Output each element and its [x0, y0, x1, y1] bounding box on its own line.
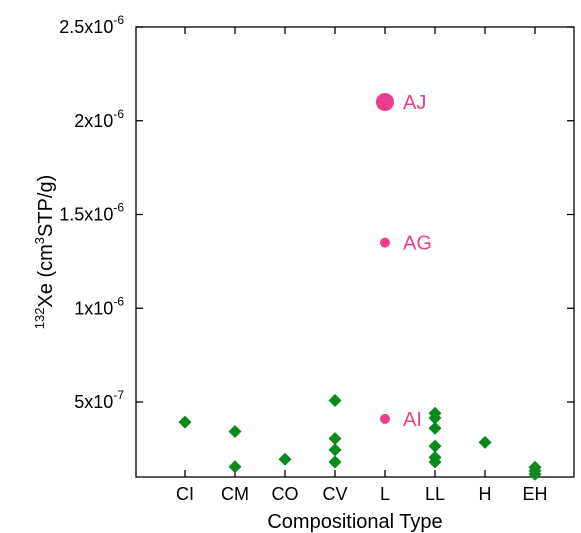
circle-point-ag — [380, 237, 390, 248]
diamond-point-cv-4 — [328, 394, 342, 407]
y-axis-title-part2: STP/g) — [35, 175, 57, 237]
diamond-point-cm-2 — [228, 460, 242, 474]
y-tick-label-1: 1x10-6 — [74, 294, 124, 318]
point-annotations: AJ AG AI — [403, 92, 432, 431]
circle-point-ai — [380, 413, 390, 424]
diamond-point-ll-13 — [428, 455, 442, 469]
axis-ticks — [136, 26, 574, 477]
y-tick-exponent: -6 — [113, 107, 124, 121]
y-tick-mantissa: 5x10 — [74, 392, 113, 412]
x-tick-label-eh: EH — [522, 484, 547, 504]
y-tick-mantissa: 1.5x10 — [59, 205, 113, 225]
y-tick-mantissa: 2x10 — [74, 111, 113, 131]
diamond-point-cv-6 — [328, 443, 342, 457]
y-axis-title: 132Xe (cm3STP/g) — [32, 175, 57, 330]
diamond-point-ll-10 — [428, 421, 442, 435]
y-tick-label-0: 5x10-7 — [74, 388, 124, 412]
x-tick-label-l: L — [380, 484, 390, 504]
plot-frame — [135, 26, 575, 478]
y-tick-exponent: -6 — [113, 13, 124, 27]
x-axis-title: Compositional Type — [267, 511, 442, 533]
diamond-point-ci-0 — [178, 415, 192, 429]
diamond-point-cm-1 — [228, 424, 242, 438]
y-axis-title-sup2: 3 — [32, 237, 47, 244]
y-tick-label-3: 2x10-6 — [74, 107, 124, 131]
data-marks — [178, 93, 542, 481]
x-tick-label-ci: CI — [176, 484, 194, 504]
diamond-point-h-14 — [478, 435, 492, 449]
x-tick-label-h: H — [479, 484, 492, 504]
annotation-ai: AI — [403, 409, 422, 431]
y-tick-mantissa: 1x10 — [74, 298, 113, 318]
annotation-ag: AG — [403, 233, 432, 255]
diamond-point-ll-11 — [428, 439, 442, 453]
y-tick-label-4: 2.5x10-6 — [59, 13, 124, 37]
y-tick-exponent: -6 — [113, 294, 124, 308]
x-tick-label-ll: LL — [425, 484, 445, 504]
diamond-point-ll-9 — [428, 411, 442, 425]
y-axis-title-part1: Xe (cm — [35, 244, 57, 307]
diamond-point-co-3 — [278, 452, 292, 466]
x-tick-labels: CI CM CO CV L LL H EH — [176, 484, 548, 504]
y-tick-mantissa: 2.5x10 — [59, 17, 113, 37]
diamond-point-cv-7 — [328, 455, 342, 469]
y-axis-title-sup1: 132 — [32, 308, 47, 330]
y-tick-exponent: -6 — [113, 201, 124, 215]
circle-point-aj — [376, 93, 394, 111]
x-tick-label-cm: CM — [221, 484, 249, 504]
annotation-aj: AJ — [403, 92, 426, 114]
y-tick-label-2: 1.5x10-6 — [59, 201, 124, 225]
diamond-point-eh-17 — [528, 467, 542, 481]
diamond-point-cv-5 — [328, 432, 342, 446]
y-tick-exponent: -7 — [113, 388, 124, 402]
x-tick-label-cv: CV — [322, 484, 347, 504]
x-tick-label-co: CO — [272, 484, 299, 504]
